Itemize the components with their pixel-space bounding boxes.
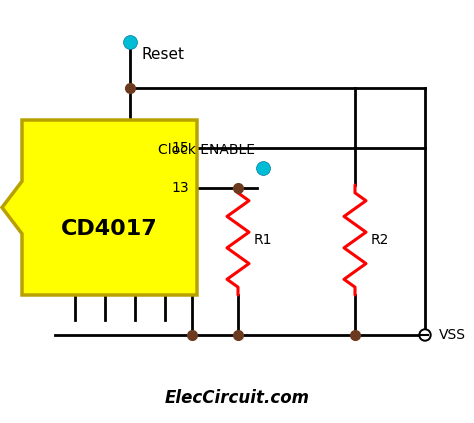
Text: ElecCircuit.com: ElecCircuit.com — [164, 389, 310, 407]
Text: Reset: Reset — [142, 47, 185, 61]
Text: CD4017: CD4017 — [61, 219, 158, 239]
Circle shape — [421, 331, 429, 339]
Polygon shape — [2, 120, 197, 295]
Text: R1: R1 — [254, 233, 273, 247]
Text: Clock ENABLE: Clock ENABLE — [158, 143, 255, 157]
Text: 15: 15 — [172, 141, 189, 155]
Circle shape — [419, 329, 431, 341]
Text: R2: R2 — [371, 233, 389, 247]
Text: VSS: VSS — [439, 328, 466, 342]
Text: 13: 13 — [172, 181, 189, 195]
